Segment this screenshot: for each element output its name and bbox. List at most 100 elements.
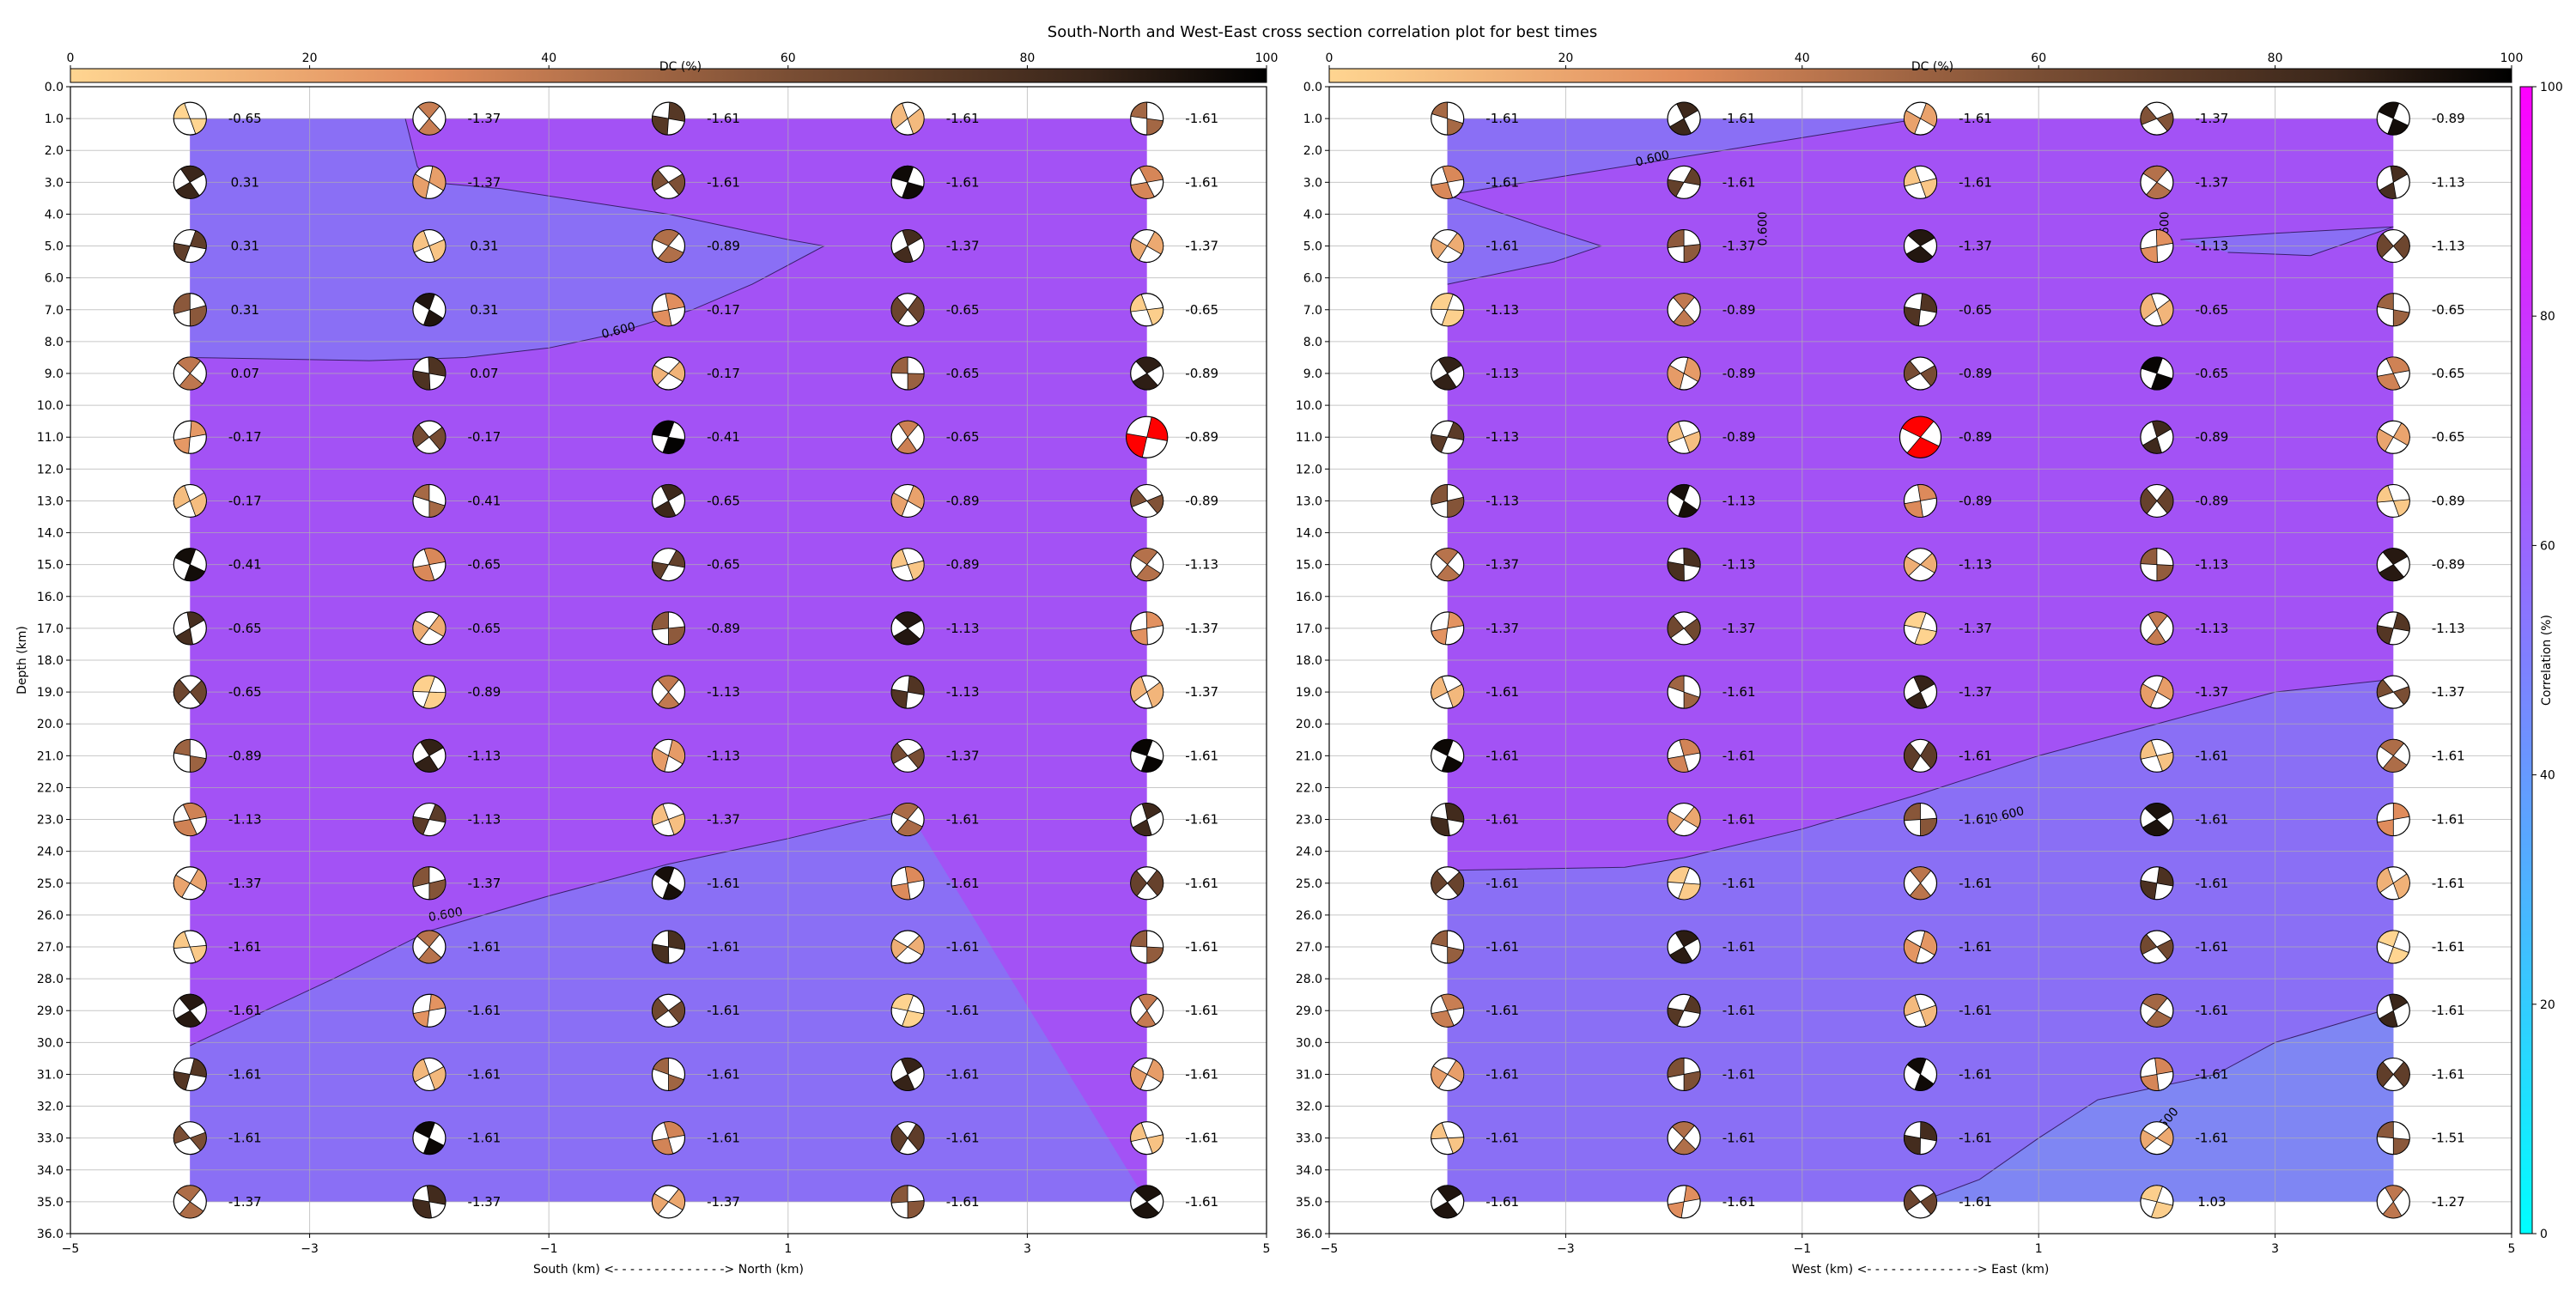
time-shift-label: -1.61 bbox=[946, 1131, 980, 1146]
focal-mechanism bbox=[651, 802, 686, 837]
correlation-colorbar-tick-label: 100 bbox=[2540, 81, 2563, 94]
focal-mechanism bbox=[2376, 165, 2410, 199]
focal-mechanism bbox=[1667, 548, 1701, 582]
time-shift-label: -1.13 bbox=[2432, 621, 2465, 636]
time-shift-label: -1.61 bbox=[946, 1003, 980, 1018]
time-shift-label: -0.65 bbox=[1185, 302, 1218, 318]
time-shift-label: -0.89 bbox=[1185, 493, 1218, 508]
dc-colorbar-tick-label: 40 bbox=[1795, 52, 1810, 65]
focal-mechanism-quadrant bbox=[2140, 1185, 2163, 1203]
focal-mechanism-quadrant bbox=[2379, 1010, 2398, 1028]
focal-mechanism-quadrant bbox=[412, 1058, 430, 1083]
focal-mechanism bbox=[651, 1121, 686, 1156]
time-shift-label: -1.61 bbox=[1485, 174, 1519, 190]
focal-mechanism bbox=[1667, 293, 1701, 327]
focal-mechanism-quadrant bbox=[2376, 867, 2394, 894]
time-shift-label: -1.13 bbox=[1185, 557, 1218, 573]
focal-mechanism-quadrant bbox=[1139, 166, 1163, 183]
time-shift-label: -1.61 bbox=[1185, 111, 1218, 126]
focal-mechanism-quadrant bbox=[667, 930, 685, 950]
time-shift-label: -0.89 bbox=[2432, 111, 2465, 126]
time-shift-label: -1.61 bbox=[1485, 876, 1519, 891]
focal-mechanism-quadrant bbox=[189, 1131, 207, 1151]
y-tick-label: 33.0 bbox=[37, 1132, 64, 1146]
time-shift-label: -1.37 bbox=[2195, 111, 2228, 126]
focal-mechanism-quadrant bbox=[1447, 611, 1464, 629]
focal-mechanism-quadrant bbox=[902, 229, 923, 247]
focal-mechanism-quadrant bbox=[189, 420, 207, 438]
time-shift-label: -1.61 bbox=[2195, 1131, 2228, 1146]
time-shift-label: -1.61 bbox=[707, 111, 740, 126]
focal-mechanism-quadrant bbox=[1146, 1058, 1164, 1083]
dc-colorbar-tick-label: 0 bbox=[1326, 52, 1334, 65]
focal-mechanism-quadrant bbox=[1437, 1185, 1462, 1203]
time-shift-label: -1.61 bbox=[1959, 876, 1992, 891]
focal-mechanism bbox=[1903, 738, 1938, 773]
focal-mechanism-quadrant bbox=[179, 993, 205, 1011]
focal-mechanism-quadrant bbox=[2377, 373, 2401, 391]
focal-mechanism-quadrant bbox=[663, 1121, 685, 1139]
y-tick-label: 33.0 bbox=[1296, 1132, 1322, 1146]
focal-mechanism-quadrant bbox=[428, 239, 447, 262]
time-shift-label: -1.13 bbox=[1722, 557, 1756, 573]
time-shift-label: -0.89 bbox=[1959, 429, 1992, 445]
focal-mechanism bbox=[1431, 165, 1465, 199]
focal-mechanism bbox=[890, 1121, 925, 1156]
focal-mechanism bbox=[1130, 293, 1164, 327]
focal-mechanism-quadrant bbox=[189, 118, 207, 135]
focal-mechanism-quadrant bbox=[189, 230, 207, 250]
focal-mechanism bbox=[2376, 993, 2410, 1028]
focal-mechanism bbox=[1130, 165, 1164, 199]
time-shift-label: -1.61 bbox=[946, 174, 980, 190]
focal-mechanism-quadrant bbox=[902, 181, 924, 199]
x-tick-label: −5 bbox=[62, 1242, 80, 1256]
time-shift-label: -1.61 bbox=[1959, 939, 1992, 955]
time-shift-label: 0.31 bbox=[231, 302, 259, 318]
focal-mechanism-quadrant bbox=[667, 549, 685, 568]
time-shift-label: -0.89 bbox=[2432, 493, 2465, 508]
focal-mechanism-quadrant bbox=[417, 101, 440, 119]
focal-mechanism bbox=[1667, 1185, 1701, 1219]
time-shift-label: -0.65 bbox=[2432, 366, 2465, 381]
focal-mechanism-quadrant bbox=[1668, 675, 1685, 693]
focal-mechanism-quadrant bbox=[1904, 166, 1922, 187]
focal-mechanism-quadrant bbox=[1914, 1073, 1935, 1091]
focal-mechanism-quadrant bbox=[2156, 1126, 2174, 1147]
focal-mechanism bbox=[890, 548, 925, 582]
time-shift-label: 0.07 bbox=[231, 366, 259, 381]
dc-colorbar-tick-label: 40 bbox=[541, 52, 556, 65]
focal-mechanism bbox=[1903, 548, 1938, 582]
time-shift-label: -1.61 bbox=[946, 812, 980, 828]
focal-mechanism bbox=[651, 993, 686, 1028]
focal-mechanism bbox=[1130, 738, 1164, 773]
time-shift-label: -1.61 bbox=[946, 939, 980, 955]
time-shift-label: -1.27 bbox=[2432, 1194, 2465, 1210]
focal-mechanism bbox=[173, 930, 207, 964]
focal-mechanism-quadrant bbox=[2140, 294, 2158, 320]
focal-mechanism-quadrant bbox=[1130, 930, 1148, 948]
focal-mechanism-quadrant bbox=[1683, 691, 1700, 709]
focal-mechanism bbox=[890, 1057, 925, 1092]
y-tick-label: 2.0 bbox=[45, 144, 64, 158]
focal-mechanism-quadrant bbox=[413, 484, 430, 501]
focal-mechanism bbox=[173, 101, 207, 136]
time-shift-label: -1.61 bbox=[2195, 1066, 2228, 1082]
focal-mechanism-quadrant bbox=[412, 173, 430, 199]
focal-mechanism-quadrant bbox=[2392, 1137, 2410, 1156]
focal-mechanism-quadrant bbox=[1432, 1201, 1458, 1219]
focal-mechanism-quadrant bbox=[1436, 564, 1461, 582]
time-shift-label: -1.61 bbox=[2195, 939, 2228, 955]
focal-mechanism-quadrant bbox=[1146, 416, 1169, 441]
focal-mechanism bbox=[173, 866, 207, 901]
focal-mechanism bbox=[412, 483, 447, 519]
focal-mechanism bbox=[651, 293, 686, 327]
contour-line bbox=[190, 118, 826, 361]
focal-mechanism-quadrant bbox=[1920, 1121, 1937, 1142]
focal-mechanism-quadrant bbox=[173, 819, 197, 836]
focal-mechanism-quadrant bbox=[173, 678, 191, 705]
focal-mechanism-quadrant bbox=[173, 1125, 191, 1144]
focal-mechanism bbox=[2376, 356, 2410, 391]
focal-mechanism bbox=[1667, 1057, 1701, 1092]
time-shift-label: -0.65 bbox=[467, 621, 501, 636]
focal-mechanism-quadrant bbox=[175, 181, 200, 199]
